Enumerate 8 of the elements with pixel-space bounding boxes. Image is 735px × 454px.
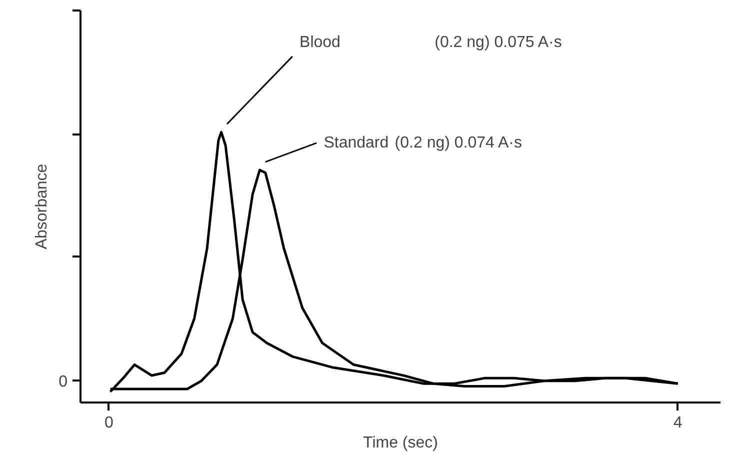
text: 0 bbox=[58, 374, 68, 391]
x-tick-label: 4 bbox=[673, 414, 682, 432]
x-axis-title: Time (sec) bbox=[363, 434, 438, 452]
text: (0.2 ng) 0.075 A·s bbox=[434, 34, 562, 52]
legend-label: Standard bbox=[324, 134, 389, 152]
y-axis-title: Absorbance bbox=[34, 164, 51, 250]
text: Blood bbox=[300, 34, 340, 52]
annotation: (0.2 ng) 0.074 A·s bbox=[394, 134, 522, 152]
